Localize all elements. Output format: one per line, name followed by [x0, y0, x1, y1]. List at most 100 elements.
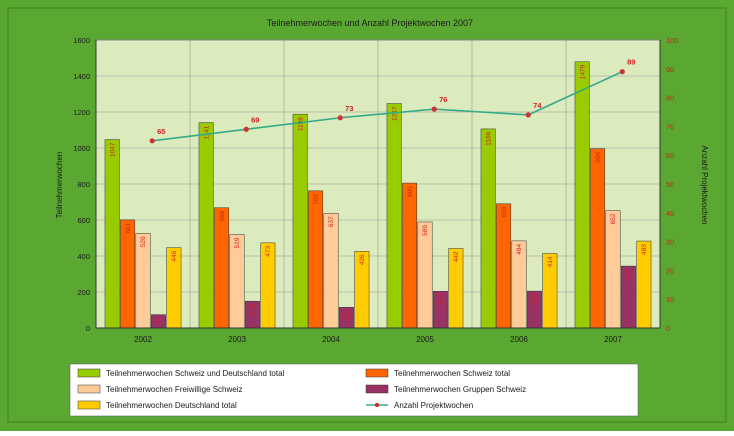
line-label-2002: 65	[157, 127, 165, 136]
y-tick-label: 1000	[73, 144, 90, 153]
data-label-2002-0: 1047	[109, 142, 116, 157]
bar-group	[104, 61, 652, 329]
data-label-2005-1: 805	[407, 186, 414, 197]
bar-2004-2	[323, 213, 339, 329]
bar-2003-0	[198, 122, 214, 329]
legend-swatch-4	[77, 400, 101, 410]
y-tick-label: 1400	[73, 72, 90, 81]
y-tick-label: 0	[86, 324, 90, 333]
data-label-2003-3: 149	[250, 304, 257, 315]
data-label-2007-1: 996	[595, 151, 602, 162]
legend-box	[69, 363, 639, 417]
y2-tick-label: 100	[666, 36, 679, 45]
grid-lines	[96, 39, 660, 329]
legend-swatch-1	[365, 368, 389, 378]
y-tick-label: 400	[77, 252, 90, 261]
chart-title: Teilnehmerwochen und Anzahl Projektwoche…	[267, 18, 473, 28]
y2-tick-label: 20	[666, 266, 674, 275]
y-tick-label: 1600	[73, 36, 90, 45]
line-marker-2007	[619, 69, 625, 75]
line-series: 65 69 73 76 74 89	[149, 58, 635, 144]
legend: Teilnehmerwochen Schweiz und Deutschland…	[69, 363, 639, 417]
y2-tick-label: 30	[666, 238, 674, 247]
bar-2005-0	[386, 103, 402, 329]
legend-label-2: Teilnehmerwochen Freiwillige Schweiz	[106, 385, 243, 394]
data-label-2003-1: 668	[219, 210, 226, 221]
line-label-2004: 73	[345, 104, 353, 113]
legend-label-4: Teilnehmerwochen Deutschland total	[106, 401, 237, 410]
data-label-2006-1: 690	[501, 206, 508, 217]
data-label-2005-0: 1247	[391, 106, 398, 121]
y2-tick-label: 60	[666, 151, 674, 160]
data-label-2007-2: 652	[610, 213, 617, 224]
line-marker-2002	[149, 138, 155, 144]
bar-2007-2	[605, 210, 621, 329]
data-label-2005-2: 589	[422, 225, 429, 236]
bar-labels: 1047 601 526 74 446 1141 668 519 149 473 1188 762 63…	[109, 64, 648, 325]
data-label-2004-4: 426	[359, 254, 366, 265]
line-label-2007: 89	[627, 58, 635, 67]
y2-tick-label: 90	[666, 65, 674, 74]
x-axis-ticks: 2002 2003 2004 2005 2006 2007	[134, 335, 622, 344]
data-label-2003-4: 473	[265, 245, 272, 256]
y2-tick-label: 40	[666, 209, 674, 218]
y2-axis-label: Anzahl Projektwochen	[700, 145, 709, 224]
bar-2007-0	[574, 61, 590, 329]
line-label-2005: 76	[439, 95, 447, 104]
data-label-2004-0: 1188	[297, 117, 304, 131]
y2-tick-label: 10	[666, 295, 674, 304]
bar-2002-0	[104, 139, 120, 329]
legend-label-3: Teilnehmerwochen Gruppen Schweiz	[394, 385, 526, 394]
line-path	[152, 70, 623, 142]
data-label-2006-3: 205	[532, 294, 539, 305]
y2-tick-label: 80	[666, 94, 674, 103]
chart-frame	[7, 7, 727, 423]
x-tick-label: 2003	[228, 335, 246, 344]
line-marker-2005	[431, 106, 437, 112]
bar-2006-0	[480, 128, 496, 329]
line-marker-2006	[525, 112, 531, 118]
legend-swatch-marker	[374, 402, 380, 408]
x-tick-label: 2006	[510, 335, 528, 344]
data-label-2005-3: 204	[438, 294, 445, 305]
data-label-2002-4: 446	[171, 250, 178, 261]
bar-2005-1	[402, 182, 418, 329]
line-label-2003: 69	[251, 115, 259, 124]
x-tick-label: 2007	[604, 335, 622, 344]
data-label-2006-2: 484	[516, 244, 523, 255]
data-label-2002-1: 601	[125, 222, 132, 233]
data-label-2003-0: 1141	[203, 125, 210, 139]
bar-2002-1	[120, 219, 136, 329]
legend-label-1: Teilnehmerwochen Schweiz total	[394, 369, 510, 378]
bar-2006-1	[496, 203, 512, 329]
data-label-2005-4: 442	[453, 251, 460, 262]
y-axis-ticks: 0 200 400 600 800 1000 1200 1400 1600	[73, 36, 90, 333]
x-tick-label: 2005	[416, 335, 434, 344]
y-tick-label: 800	[77, 180, 90, 189]
bar-2005-2	[417, 221, 433, 329]
bar-2004-0	[292, 113, 308, 329]
legend-swatch-2	[77, 384, 101, 394]
data-label-2004-1: 762	[313, 193, 320, 204]
line-marker-2003	[243, 126, 249, 132]
bar-2007-1	[590, 148, 606, 329]
data-label-2003-2: 519	[234, 237, 241, 248]
y2-tick-label: 0	[666, 324, 670, 333]
bar-2004-1	[308, 190, 324, 329]
data-label-2007-4: 483	[641, 244, 648, 255]
data-label-2002-2: 526	[140, 236, 147, 247]
legend-label-0: Teilnehmerwochen Schweiz und Deutschland…	[106, 369, 285, 378]
data-label-2007-0: 1479	[579, 64, 586, 79]
data-label-2002-3: 74	[156, 317, 163, 325]
data-label-2007-3: 344	[626, 269, 633, 280]
data-label-2004-2: 637	[328, 216, 335, 227]
axes	[95, 40, 661, 329]
data-label-2006-4: 414	[547, 256, 554, 267]
y-tick-label: 600	[77, 216, 90, 225]
y2-tick-label: 70	[666, 122, 674, 131]
legend-label-5: Anzahl Projektwochen	[394, 401, 473, 410]
legend-swatch-0	[77, 368, 101, 378]
y-axis-label: Teilnehmerwochen	[55, 152, 64, 219]
